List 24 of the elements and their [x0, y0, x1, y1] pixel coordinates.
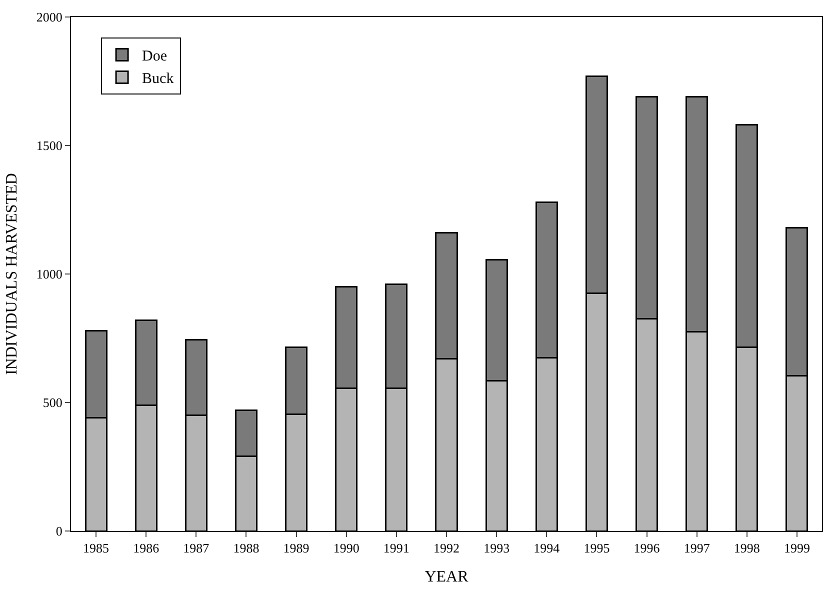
- x-tick-label: 1985: [83, 540, 110, 556]
- y-tick-label: 500: [42, 395, 62, 410]
- x-tick-label: 1993: [484, 540, 510, 556]
- x-tick-label: 1991: [383, 540, 410, 556]
- legend-label: Doe: [142, 48, 168, 65]
- x-tick-label: 1999: [784, 540, 810, 556]
- x-axis-title: YEAR: [424, 568, 469, 586]
- x-tick-label: 1997: [684, 540, 710, 556]
- legend-label: Buck: [142, 71, 174, 88]
- x-tick-label: 1988: [233, 540, 260, 556]
- y-tick-label: 0: [56, 524, 62, 539]
- x-tick-label: 1995: [584, 540, 610, 556]
- y-tick-label: 1000: [36, 266, 62, 282]
- x-tick-label: 1996: [634, 540, 660, 556]
- y-axis-title: INDIVIDUALS HARVESTED: [3, 173, 20, 375]
- x-tick-label: 1990: [333, 540, 360, 556]
- x-tick-label: 1989: [283, 540, 310, 556]
- x-tick-label: 1998: [734, 540, 760, 556]
- x-tick-label: 1987: [183, 540, 210, 556]
- x-tick-label: 1986: [133, 540, 160, 556]
- y-tick-label: 2000: [36, 10, 62, 25]
- x-tick-label: 1992: [434, 540, 460, 556]
- y-tick-label: 1500: [36, 138, 62, 154]
- x-tick-label: 1994: [534, 540, 560, 556]
